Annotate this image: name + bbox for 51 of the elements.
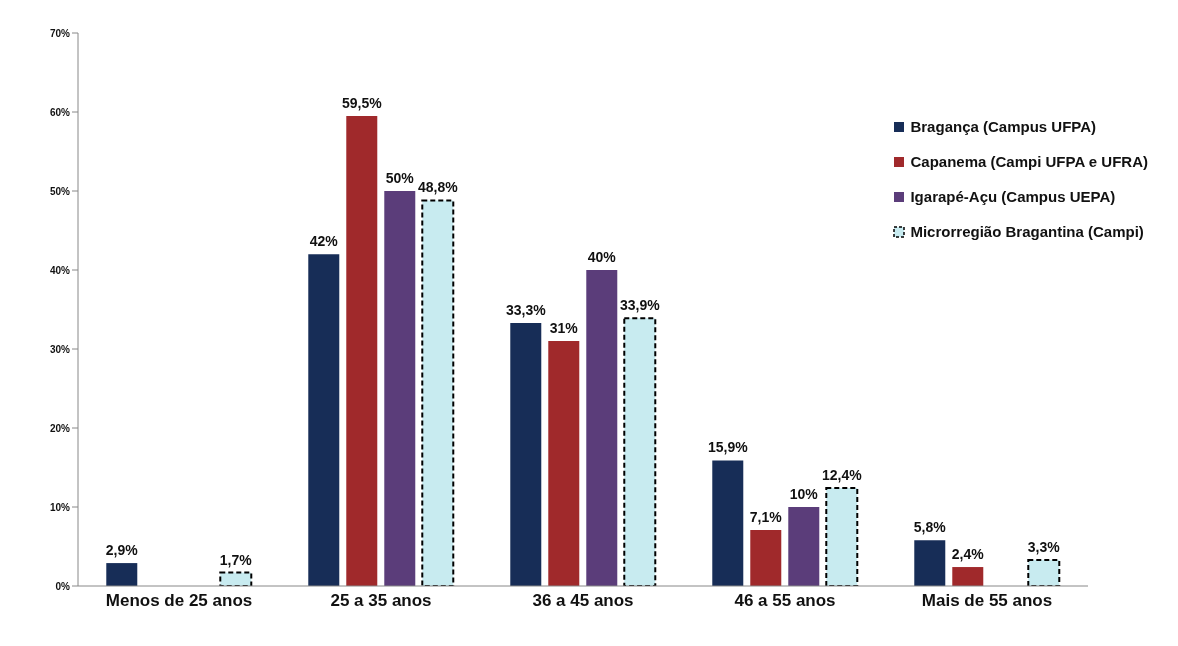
bar — [421, 199, 455, 586]
data-label: 15,9% — [707, 439, 749, 456]
y-tick-label: 40% — [49, 264, 71, 276]
bar — [384, 191, 416, 586]
bar — [308, 254, 340, 586]
y-tick-label: 30% — [49, 343, 71, 355]
bar — [1027, 558, 1061, 586]
bar — [825, 487, 859, 586]
y-tick-label: 50% — [49, 185, 71, 197]
legend-label: Capanema (Campi UFPA e UFRA) — [910, 153, 1148, 170]
x-tick-label: 36 a 45 anos — [532, 591, 634, 611]
x-tick-label: 25 a 35 anos — [330, 591, 432, 611]
data-label: 1,7% — [219, 551, 253, 568]
data-label: 48,8% — [417, 179, 459, 196]
bar — [510, 322, 542, 586]
bar — [788, 507, 820, 586]
data-label: 2,4% — [951, 546, 985, 563]
data-label: 2,9% — [105, 542, 139, 559]
y-tick-label: 10% — [49, 501, 71, 513]
data-label: 42% — [309, 233, 339, 250]
legend-label: Bragança (Campus UFPA) — [910, 118, 1097, 135]
data-label: 40% — [587, 249, 617, 265]
data-label: 33,9% — [619, 297, 661, 314]
data-label: 10% — [789, 486, 819, 502]
bar — [106, 563, 138, 586]
bar — [346, 115, 378, 586]
data-label: 33,3% — [505, 301, 547, 318]
y-tick-label: 0% — [55, 580, 71, 592]
bar — [586, 270, 618, 586]
legend-label: Microrregião Bragantina (Campi) — [910, 223, 1144, 240]
x-tick-label: Mais de 55 anos — [921, 591, 1053, 611]
bar — [548, 341, 580, 586]
bar — [952, 567, 984, 586]
y-tick-label: 60% — [49, 106, 71, 118]
data-label: 12,4% — [821, 467, 863, 484]
data-label: 59,5% — [341, 94, 383, 111]
bar — [623, 317, 657, 586]
x-tick-label: Menos de 25 anos — [105, 591, 253, 611]
data-label: 31% — [549, 320, 579, 337]
x-tick-label: 46 a 55 anos — [734, 591, 836, 611]
data-label: 50% — [385, 170, 415, 186]
data-label: 3,3% — [1027, 538, 1061, 555]
data-label: 5,8% — [913, 519, 947, 536]
bar — [914, 540, 946, 586]
bar — [750, 529, 782, 586]
bar — [712, 460, 744, 586]
y-tick-label: 20% — [49, 422, 71, 434]
legend-label: Igarapé-Açu (Campus UEPA) — [910, 188, 1116, 205]
y-tick-label: 70% — [49, 27, 71, 39]
data-label: 7,1% — [749, 508, 783, 525]
bar — [219, 571, 253, 586]
